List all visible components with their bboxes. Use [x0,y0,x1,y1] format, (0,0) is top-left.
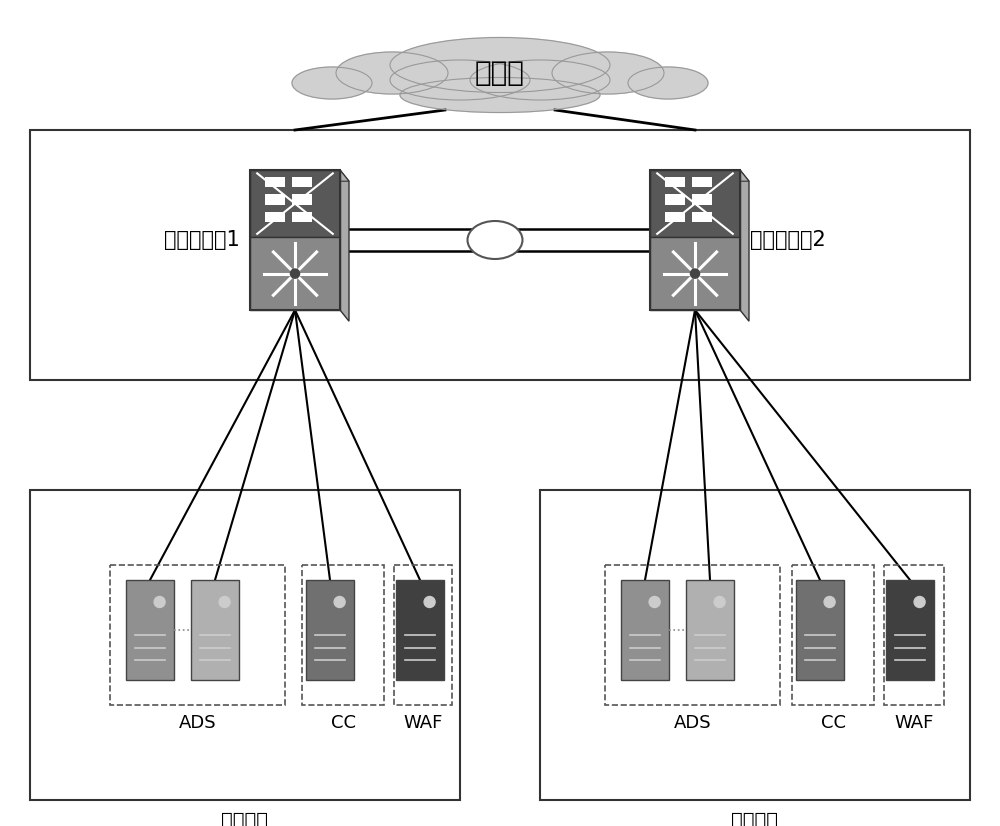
Ellipse shape [390,37,610,93]
Bar [650,170,740,310]
Bar [30,130,970,380]
Text: 运营商: 运营商 [475,59,525,87]
Bar [886,580,934,680]
Ellipse shape [468,221,522,259]
Circle shape [690,269,700,278]
Bar [394,565,452,705]
Ellipse shape [552,52,664,94]
Polygon shape [250,170,349,181]
Circle shape [424,596,435,607]
Text: WAF: WAF [894,714,934,732]
Bar [692,194,712,205]
Circle shape [714,596,725,607]
Ellipse shape [628,67,708,99]
Bar [302,565,384,705]
Ellipse shape [390,60,530,100]
Bar [292,177,312,188]
Bar [292,211,312,222]
Circle shape [219,596,230,607]
Circle shape [290,269,300,278]
Bar [686,580,734,680]
Bar [884,565,944,705]
Ellipse shape [470,60,610,100]
Bar [30,490,460,800]
Bar [250,237,340,310]
Bar [292,194,312,205]
Bar [191,580,239,680]
Bar [796,580,844,680]
Text: ADS: ADS [179,714,216,732]
Bar [650,237,740,310]
Text: ADS: ADS [674,714,711,732]
Bar [265,211,285,222]
Bar [250,170,340,310]
Bar [540,490,970,800]
Bar [792,565,874,705]
Bar [265,177,285,188]
Bar [605,565,780,705]
Text: WAF: WAF [403,714,443,732]
Text: 路由器设备2: 路由器设备2 [750,230,826,250]
Bar [665,177,685,188]
Polygon shape [650,170,749,181]
Bar [692,211,712,222]
Text: 防护设备: 防护设备 [222,810,268,826]
Bar [692,177,712,188]
Bar [265,194,285,205]
Text: CC: CC [820,714,846,732]
Ellipse shape [292,67,372,99]
Bar [665,211,685,222]
Circle shape [154,596,165,607]
Polygon shape [340,170,349,321]
Bar [396,580,444,680]
Ellipse shape [400,78,600,112]
Text: 路由器设备1: 路由器设备1 [164,230,240,250]
Bar [110,565,285,705]
Bar [306,580,354,680]
Bar [665,194,685,205]
Bar [650,170,740,237]
Bar [126,580,174,680]
Circle shape [824,596,835,607]
Bar [621,580,669,680]
Polygon shape [740,170,749,321]
Circle shape [649,596,660,607]
Circle shape [334,596,345,607]
Circle shape [914,596,925,607]
Bar [250,170,340,237]
Text: 防护设备: 防护设备 [732,810,778,826]
Ellipse shape [336,52,448,94]
Text: CC: CC [330,714,356,732]
